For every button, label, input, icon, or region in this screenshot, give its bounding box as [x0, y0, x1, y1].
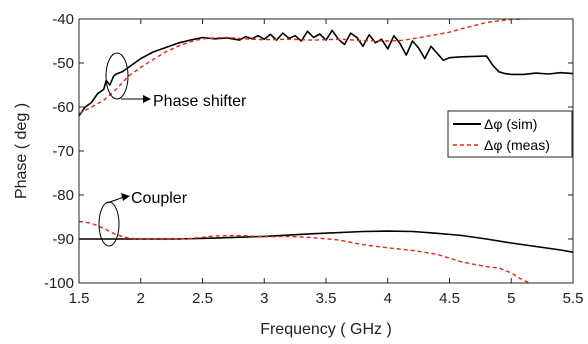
y-tick-label: -70 [52, 143, 74, 160]
x-tick-label: 4.5 [439, 290, 460, 307]
phase-shifter-ellipse [105, 52, 129, 100]
x-tick-label: 5.5 [563, 290, 584, 307]
coupler-label: Coupler [131, 190, 188, 207]
phase-shifter-sim-line [78, 29, 574, 117]
y-axis-ticks: -40 -50 -60 -70 -80 -90 -100 [44, 11, 573, 292]
legend-box [447, 110, 573, 158]
x-tick-label: 5 [507, 290, 515, 307]
phase-shifter-meas-line [78, 18, 524, 115]
legend: Δφ (sim) Δφ (meas) [447, 110, 573, 158]
y-tick-label: -80 [52, 187, 74, 204]
x-tick-label: 2.5 [192, 290, 213, 307]
plot-frame [78, 18, 574, 284]
legend-sim-label: Δφ (sim) [484, 116, 537, 132]
y-axis-label: Phase ( deg ) [13, 103, 30, 199]
coupler-annotation: Coupler [98, 190, 188, 247]
coupler-sim-line [79, 230, 574, 253]
x-axis-ticks: 1.5 2 2.5 3 3.5 4 4.5 5 5.5 [69, 19, 584, 307]
y-tick-label: -60 [52, 99, 74, 116]
phase-shifter-label: Phase shifter [153, 93, 247, 110]
coupler-arrowhead [121, 193, 130, 201]
phase-shifter-annotation: Phase shifter [105, 52, 247, 110]
legend-meas-label: Δφ (meas) [484, 137, 550, 153]
coupler-meas-line [78, 220, 531, 284]
plot-series [78, 18, 574, 284]
x-axis-label: Frequency ( GHz ) [260, 321, 392, 338]
x-tick-label: 3.5 [316, 290, 337, 307]
y-tick-label: -100 [44, 275, 74, 292]
y-tick-label: -50 [52, 55, 74, 72]
y-tick-label: -40 [52, 11, 74, 28]
coupler-arrow [106, 196, 125, 204]
y-tick-label: -90 [52, 231, 74, 248]
phase-shifter-arrowhead [143, 95, 151, 103]
x-tick-label: 3 [260, 290, 268, 307]
x-tick-label: 2 [137, 290, 145, 307]
x-tick-label: 4 [384, 290, 392, 307]
x-tick-label: 1.5 [69, 290, 90, 307]
